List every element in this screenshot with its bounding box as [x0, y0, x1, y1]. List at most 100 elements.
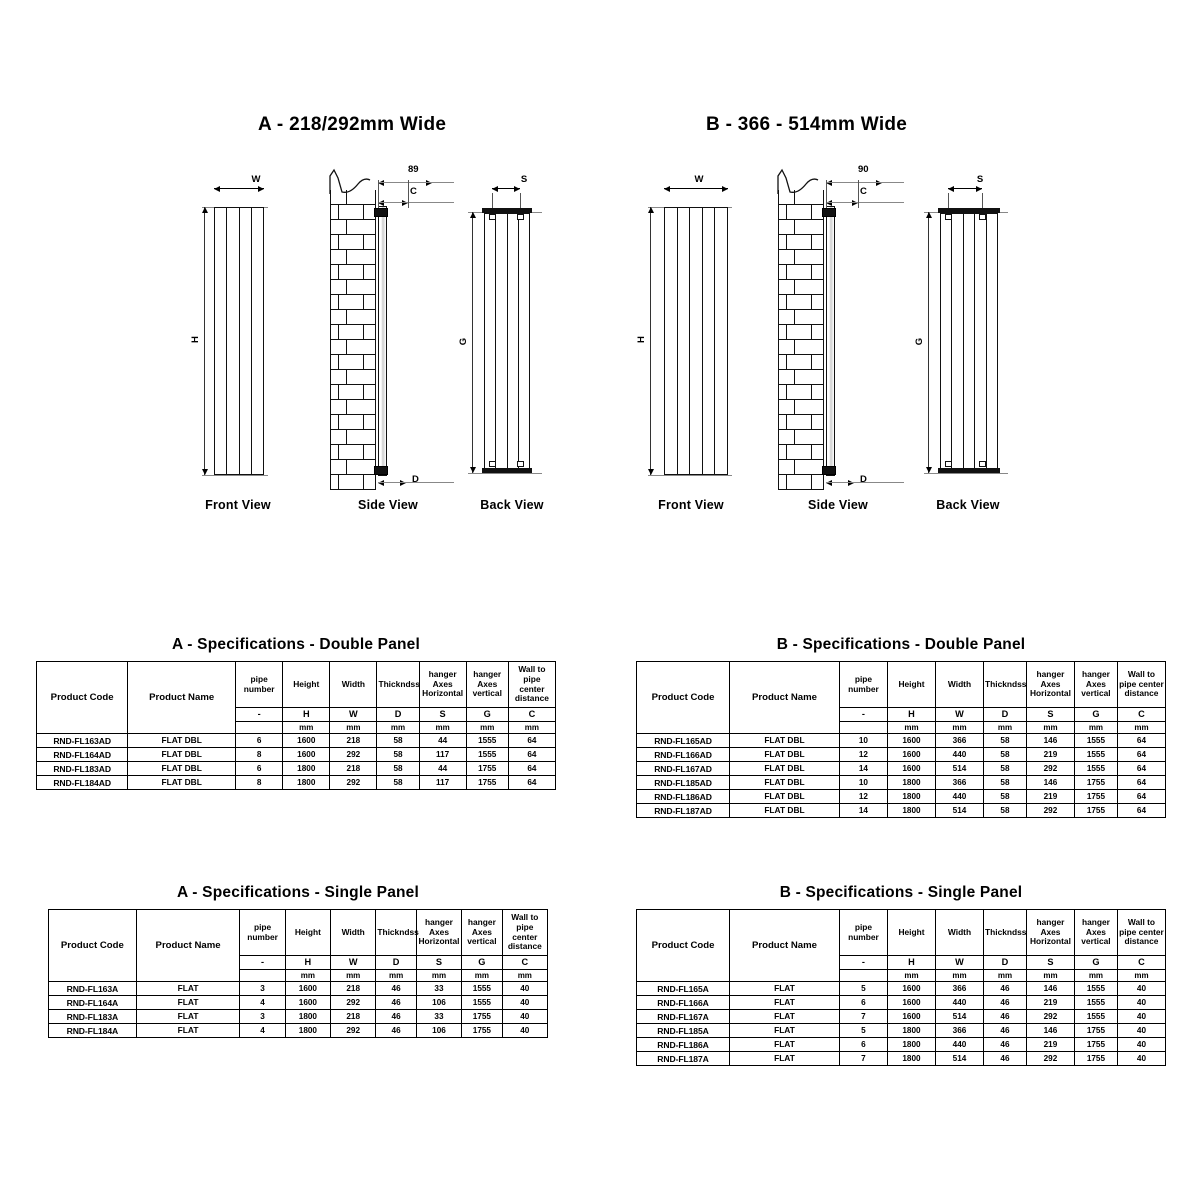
header-symbol-c: C [1116, 707, 1167, 722]
cell-hanger-axes-vertical: 1555 [1073, 1009, 1118, 1025]
header-height: Height [284, 909, 332, 956]
cell-hanger-axes-vertical: 1555 [465, 733, 509, 749]
cell-width: 440 [934, 995, 985, 1011]
header-product-code: Product Code [48, 908, 137, 983]
back-view-b-label: Back View [936, 498, 1000, 512]
side-view-b-ext-1 [826, 182, 904, 183]
header-symbol-g: G [1073, 707, 1118, 722]
cell-hanger-axes-vertical: 1555 [1073, 995, 1118, 1011]
cell-hanger-axes-vertical: 1555 [1073, 761, 1118, 777]
back-view-b-g-dimension-line [926, 212, 932, 473]
cell-product-code: RND-FL164AD [35, 747, 129, 763]
side-view-b-tick-1 [826, 180, 827, 208]
cell-thickness: 46 [983, 981, 1027, 997]
header-unit-blank [838, 721, 888, 734]
cell-height: 1800 [886, 1051, 936, 1067]
cell-product-name: FLAT DBL [729, 733, 840, 749]
header-symbol-d: D [375, 955, 417, 970]
brick-row [778, 295, 824, 310]
cell-height: 1600 [284, 995, 332, 1011]
side-view-a-ext-2 [378, 202, 454, 203]
cell-product-name: FLAT [729, 1037, 840, 1053]
panel-fin [485, 214, 497, 468]
spec-title-a-single: A - Specifications - Single Panel [176, 884, 420, 901]
cell-height: 1800 [886, 775, 936, 791]
table-row: RND-FL165A FLAT 5 1600 366 46 146 1555 40 [635, 981, 1167, 997]
cell-product-name: FLAT DBL [729, 775, 840, 791]
spec-table-a-single: Product Code Product Name pipe number Heigh… [48, 908, 549, 1039]
cell-hanger-axes-horizontal: 292 [1025, 761, 1075, 777]
spec-block-b-single: B - Specifications - Single Panel Produc… [635, 884, 1167, 1067]
panel-fin [665, 208, 678, 474]
cell-product-code: RND-FL164A [48, 995, 137, 1011]
header-symbol-w: W [330, 955, 377, 970]
header-unit-4: mm [461, 968, 503, 983]
cell-height: 1600 [886, 761, 936, 777]
cell-hanger-axes-vertical: 1755 [465, 775, 509, 791]
header-pipe-number: pipe number [838, 909, 888, 956]
brick-row [778, 445, 824, 460]
cell-product-name: FLAT [729, 995, 840, 1011]
spec-title-b-single: B - Specifications - Single Panel [779, 884, 1023, 901]
cell-hanger-axes-vertical: 1755 [1073, 1023, 1118, 1039]
group-a-title: A - 218/292mm Wide [258, 114, 447, 135]
cell-hanger-axes-horizontal: 146 [1025, 981, 1075, 997]
cell-width: 218 [330, 981, 377, 997]
side-view-a-brick-wall [330, 190, 376, 490]
back-view-a-ext-bottom [468, 473, 542, 474]
side-view-b-d-label: D [860, 474, 867, 485]
header-unit-1: mm [330, 968, 377, 983]
header-symbol-g: G [465, 707, 509, 722]
front-view-a-h-dimension-line [202, 207, 208, 475]
spec-block-b-double: B - Specifications - Double Panel Produc… [635, 636, 1167, 819]
cell-product-name: FLAT DBL [729, 803, 840, 819]
cell-thickness: 58 [376, 733, 420, 749]
table-row: RND-FL185AD FLAT DBL 10 1800 366 58 146 1755 64 [635, 775, 1167, 791]
brick-row [778, 250, 824, 265]
cell-product-name: FLAT DBL [729, 747, 840, 763]
header-unit-5: mm [1116, 720, 1167, 735]
back-view-b: S G Back View [914, 160, 1044, 520]
cell-height: 1600 [886, 995, 936, 1011]
cell-pipe-number: 6 [235, 733, 284, 749]
cell-product-name: FLAT [135, 995, 241, 1011]
side-view-b-label: Side View [808, 498, 868, 512]
cell-hanger-axes-vertical: 1755 [461, 1009, 503, 1025]
back-view-b-g-label: G [914, 337, 926, 346]
cell-pipe-number: 3 [239, 1009, 286, 1025]
back-view-a: S G Back View [458, 160, 586, 520]
brick-row [778, 370, 824, 385]
cell-thickness: 46 [983, 1009, 1027, 1025]
cell-pipe-number: 6 [838, 1037, 888, 1053]
header-symbol-d: D [376, 707, 420, 722]
side-view-b-bottom-bracket [822, 466, 836, 475]
header-symbol-pipe: - [838, 707, 888, 722]
cell-product-code: RND-FL183A [48, 1009, 137, 1025]
cell-width: 218 [329, 733, 378, 749]
cell-height: 1800 [886, 1037, 936, 1053]
spec-title-b-double: B - Specifications - Double Panel [776, 636, 1026, 653]
brick-row [330, 355, 376, 370]
cell-width: 514 [934, 761, 985, 777]
header-product-name: Product Name [729, 660, 840, 735]
drawings-group-a: W H Front View [190, 160, 586, 520]
side-view-a-bottom-bracket [374, 466, 388, 475]
header-symbol-w: W [934, 707, 985, 722]
front-view-a-panel [214, 207, 264, 475]
header-unit-0: mm [284, 968, 332, 983]
brick-row [778, 205, 824, 220]
brick-row [778, 385, 824, 400]
panel-fin [941, 214, 953, 468]
spec-table-b-single: Product Code Product Name pipe number Heigh… [635, 908, 1167, 1067]
cell-thickness: 46 [983, 1023, 1027, 1039]
header-product-code: Product Code [35, 660, 129, 735]
cell-hanger-axes-horizontal: 292 [1025, 803, 1075, 819]
cell-width: 218 [329, 761, 378, 777]
brick-row [330, 430, 376, 445]
front-view-a-h-label: H [189, 336, 201, 343]
cell-hanger-axes-horizontal: 219 [1025, 789, 1075, 805]
table-row: RND-FL183A FLAT 3 1800 218 46 33 1755 40 [48, 1009, 549, 1025]
front-view-a: W H Front View [190, 160, 316, 520]
group-b-title: B - 366 - 514mm Wide [706, 114, 908, 135]
back-view-b-tick-2 [982, 193, 983, 213]
